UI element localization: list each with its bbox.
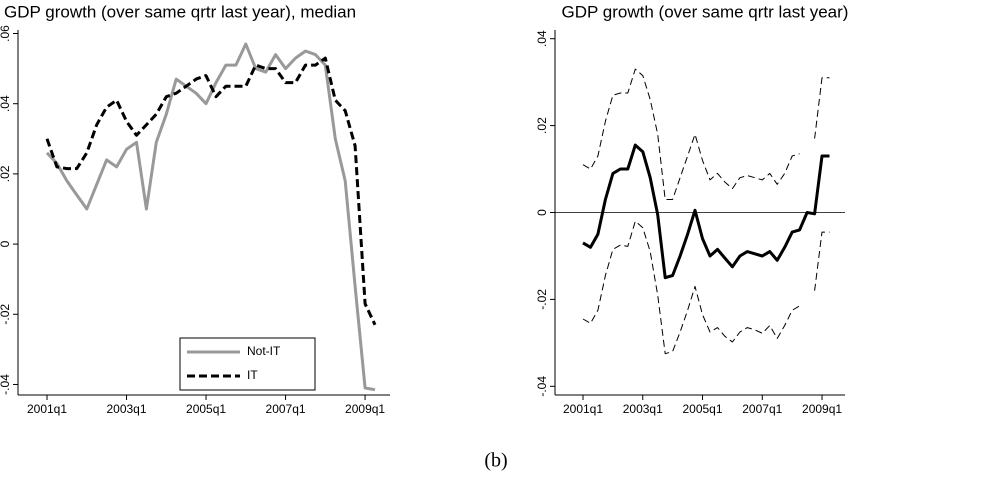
x-tick-label: 2007q1: [266, 402, 306, 416]
series-line: [582, 68, 830, 200]
y-tick-label: 0: [0, 240, 12, 247]
legend-label: Not-IT: [247, 344, 281, 358]
y-tick-label: -.04: [535, 376, 549, 397]
caption: (b): [484, 450, 507, 472]
x-tick-label: 2001q1: [27, 402, 67, 416]
x-tick-label: 2005q1: [186, 402, 226, 416]
x-tick-label: 2007q1: [742, 402, 782, 416]
series-line: [45, 56, 377, 326]
y-tick-label: .04: [0, 95, 12, 112]
x-tick-label: 2003q1: [623, 402, 663, 416]
series-line: [582, 143, 830, 280]
y-tick-label: .04: [535, 30, 549, 47]
y-tick-label: .06: [0, 25, 12, 42]
y-tick-label: .02: [0, 165, 12, 182]
y-tick-label: .02: [535, 117, 549, 134]
x-tick-label: 2009q1: [345, 402, 385, 416]
x-tick-label: 2001q1: [563, 402, 603, 416]
legend-label: IT: [247, 368, 258, 382]
series-line: [45, 42, 376, 392]
chart-title: GDP growth (over same qrtr last year): [562, 2, 849, 21]
chart-title: GDP growth (over same qrtr last year), m…: [4, 2, 356, 21]
y-tick-label: 0: [535, 209, 549, 216]
x-tick-label: 2003q1: [106, 402, 146, 416]
y-tick-label: -.04: [0, 374, 12, 395]
series-line: [582, 220, 830, 355]
x-tick-label: 2009q1: [802, 402, 842, 416]
x-tick-label: 2005q1: [682, 402, 722, 416]
legend-box: [179, 337, 316, 391]
y-tick-label: -.02: [0, 304, 12, 325]
y-tick-label: -.02: [535, 289, 549, 310]
